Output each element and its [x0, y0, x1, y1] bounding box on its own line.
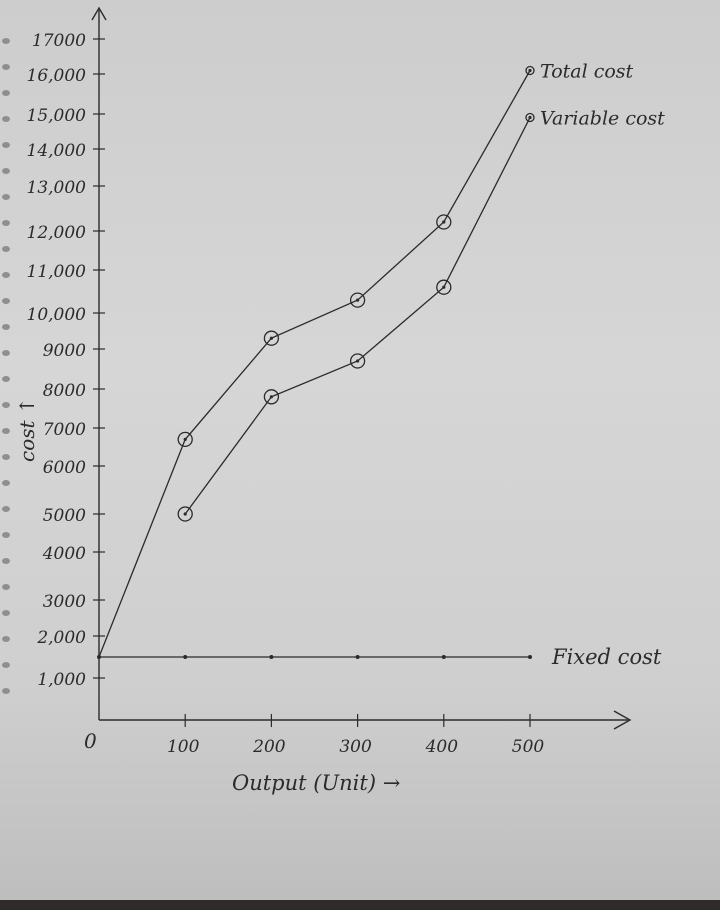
fixed-cost-label: Fixed cost [551, 645, 662, 669]
x-ticks: 100 200 300 400 500 [167, 714, 544, 757]
y-tick-label: 10,000 [27, 305, 87, 325]
y-ticks: 1,000 2,000 3000 4000 5000 6000 7000 8000 9000 10… [27, 31, 105, 690]
variable-cost-point-dot [528, 115, 532, 120]
variable-cost-point [525, 112, 535, 123]
total-cost-point-dot [269, 336, 273, 340]
y-tick-label: 3000 [43, 592, 86, 612]
notebook-spiral-binding [0, 0, 22, 910]
y-tick-label: 12,000 [27, 223, 87, 243]
spiral-hole [2, 90, 10, 96]
variable-cost-point-dot [442, 285, 446, 289]
x-axis-label: Output (Unit) → [232, 771, 400, 795]
table-edge [0, 900, 720, 910]
spiral-hole [2, 506, 10, 512]
fixed-cost-point [355, 655, 360, 659]
x-tick-label: 400 [425, 737, 459, 757]
spiral-hole [2, 220, 10, 226]
y-tick-label: 6000 [43, 458, 86, 478]
y-tick-label: 2,000 [36, 628, 86, 648]
total-cost-point [436, 214, 452, 230]
total-cost-point-dot [442, 220, 446, 224]
fixed-cost-point [441, 655, 446, 659]
y-tick-label: 13,000 [27, 178, 87, 198]
y-tick-label: 14,000 [27, 141, 87, 161]
fixed-cost-point [528, 655, 532, 659]
variable-cost-point [263, 389, 280, 405]
spiral-hole [2, 428, 10, 434]
y-tick-label: 1,000 [37, 670, 86, 690]
y-tick-label: 8000 [43, 381, 86, 401]
total-cost-point-dot [183, 437, 187, 441]
spiral-hole [2, 298, 10, 304]
spiral-hole [2, 376, 10, 382]
spiral-hole [2, 662, 10, 668]
spiral-hole [2, 194, 10, 200]
x-tick-label: 200 [252, 737, 286, 757]
spiral-hole [2, 454, 10, 460]
total-cost-line [98, 70, 531, 658]
y-tick-label: 16,000 [27, 66, 87, 86]
total-cost-point [525, 65, 535, 76]
variable-cost-label: Variable cost [540, 108, 665, 130]
y-tick-label: 4000 [42, 544, 86, 564]
y-axis-arrow-icon [91, 6, 107, 21]
spiral-hole [2, 480, 10, 486]
x-tick-label: 300 [339, 737, 372, 757]
variable-cost-point-dot [356, 359, 360, 363]
spiral-hole [2, 64, 10, 70]
chart-axes [91, 6, 632, 730]
variable-cost-point [436, 279, 452, 295]
spiral-hole [2, 246, 10, 252]
y-tick-label: 9000 [43, 341, 86, 361]
total-cost-point [349, 292, 366, 308]
fixed-cost-point [183, 655, 188, 659]
y-tick-label: 17000 [32, 31, 86, 51]
total-cost-point-dot [356, 298, 360, 302]
spiral-hole [2, 584, 10, 590]
spiral-hole [2, 38, 10, 44]
spiral-hole [2, 350, 10, 356]
y-tick-label: 7000 [43, 420, 86, 440]
x-tick-label: 500 [512, 737, 545, 757]
total-cost-point [263, 330, 280, 346]
spiral-hole [2, 168, 10, 174]
variable-cost-point [177, 506, 193, 522]
spiral-hole [2, 532, 10, 538]
origin-label: 0 [84, 729, 97, 753]
variable-cost-point-dot [269, 395, 273, 399]
y-tick-label: 11,000 [27, 262, 87, 282]
x-axis-arrow-icon [613, 710, 632, 730]
series-lines [98, 70, 531, 658]
x-tick-label: 100 [167, 737, 200, 757]
spiral-hole [2, 272, 10, 278]
total-cost-point-dot [528, 68, 532, 73]
total-cost-label: Total cost [540, 61, 634, 83]
spiral-hole [2, 142, 10, 148]
fixed-cost-point [269, 655, 274, 659]
y-tick-label: 15,000 [27, 106, 87, 126]
y-tick-label: 5000 [43, 506, 86, 526]
variable-cost-point-dot [183, 512, 187, 516]
y-axis-label: cost ↑ [15, 397, 39, 462]
total-cost-point [177, 431, 193, 448]
spiral-hole [2, 610, 10, 616]
variable-cost-line [184, 117, 531, 515]
series-labels: Total cost Variable cost Fixed cost [540, 61, 665, 670]
spiral-hole [2, 324, 10, 330]
fixed-cost-point [97, 655, 101, 659]
variable-cost-point [349, 353, 366, 369]
spiral-hole [2, 116, 10, 122]
spiral-hole [2, 688, 10, 694]
spiral-hole [2, 636, 10, 642]
spiral-hole [2, 402, 10, 408]
series-markers [97, 65, 535, 659]
spiral-hole [2, 558, 10, 564]
